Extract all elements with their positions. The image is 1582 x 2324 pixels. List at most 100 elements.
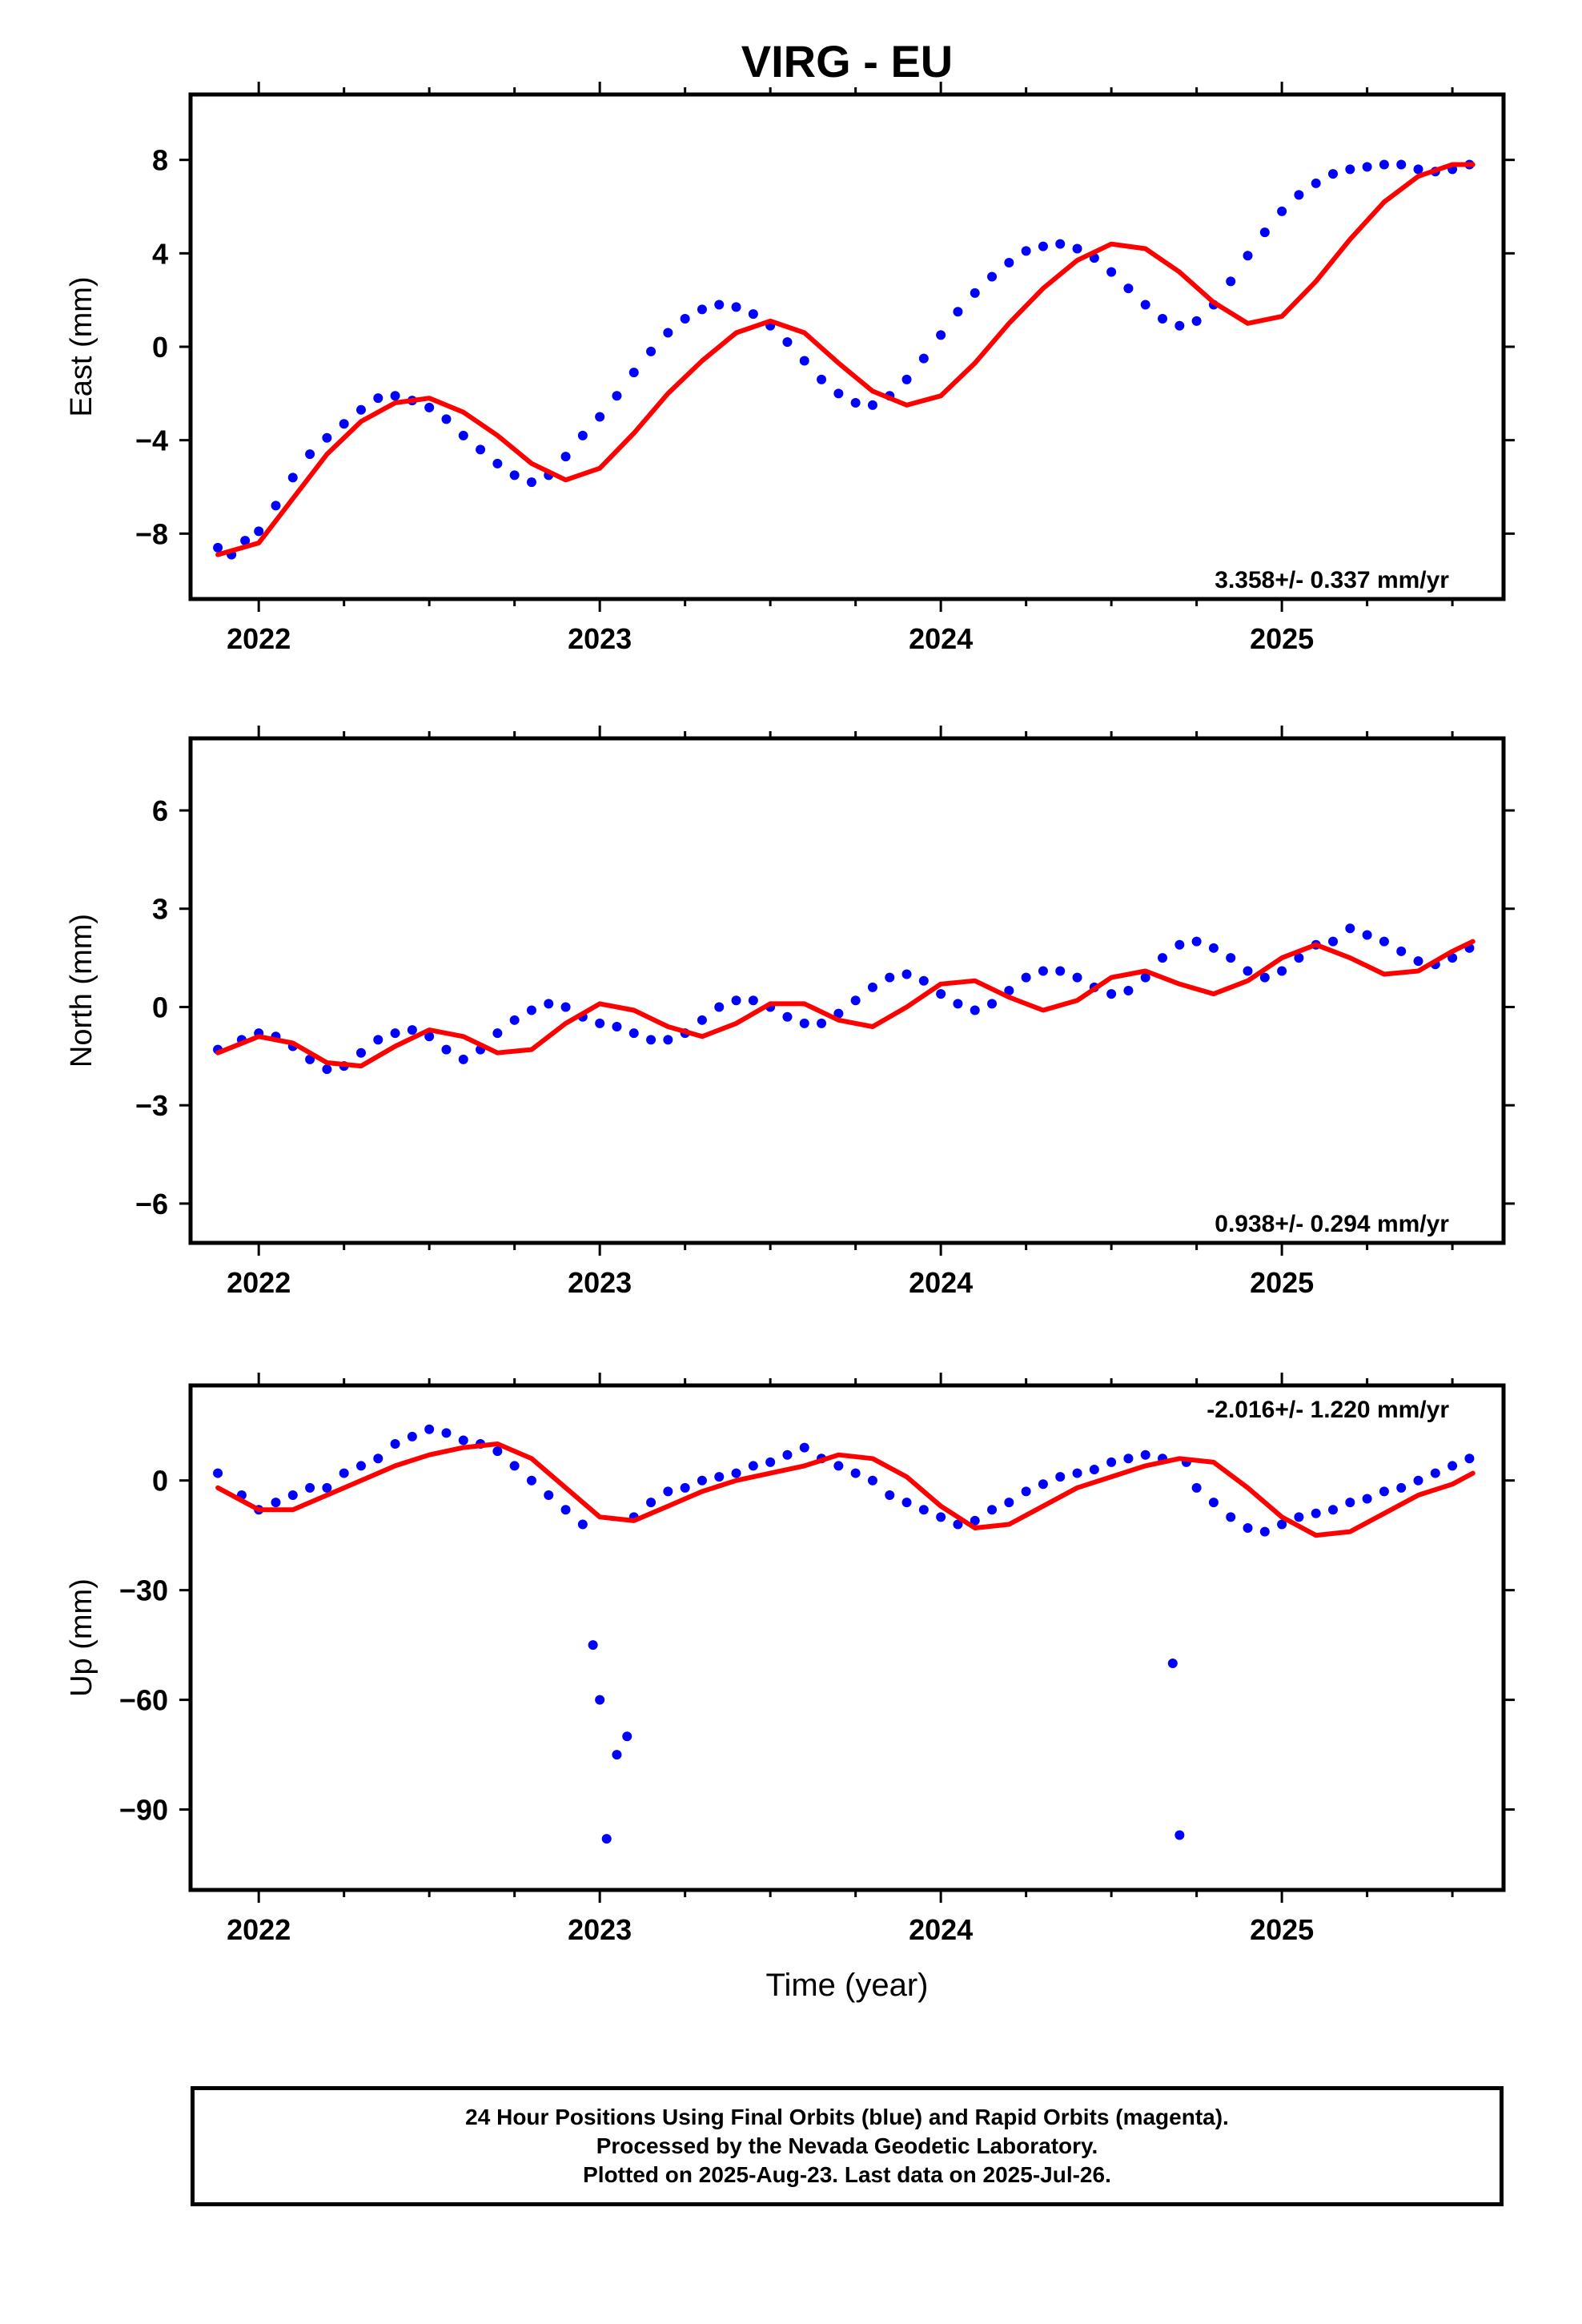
data-point xyxy=(560,1505,571,1515)
data-point xyxy=(663,328,673,338)
data-point xyxy=(833,1008,844,1019)
data-point xyxy=(1038,241,1048,251)
y-tick-label: 3 xyxy=(152,893,168,926)
data-point xyxy=(799,1018,809,1028)
data-point xyxy=(588,1640,598,1651)
data-point xyxy=(1345,164,1355,175)
rate-annotation: 0.938+/- 0.294 mm/yr xyxy=(1215,1211,1449,1237)
data-point xyxy=(287,1490,298,1500)
data-point xyxy=(714,1472,725,1482)
data-point xyxy=(1345,923,1355,934)
data-point xyxy=(646,1498,656,1508)
data-point xyxy=(680,1482,690,1493)
data-point xyxy=(1021,972,1031,983)
data-point xyxy=(595,1018,605,1028)
y-tick-label: 0 xyxy=(152,331,168,364)
data-point xyxy=(595,412,605,422)
data-point xyxy=(1038,966,1048,976)
data-point xyxy=(765,1457,776,1467)
data-point xyxy=(646,346,656,356)
data-point xyxy=(424,1031,435,1042)
data-point xyxy=(782,1011,793,1022)
data-point xyxy=(390,391,400,401)
data-point xyxy=(390,1028,400,1039)
data-point xyxy=(322,1064,332,1075)
y-tick-label: 6 xyxy=(152,794,168,827)
data-point xyxy=(646,1035,656,1045)
x-tick-label: 2024 xyxy=(909,622,973,655)
plot-area xyxy=(213,1424,1476,1844)
data-point xyxy=(833,388,844,399)
data-point xyxy=(1259,227,1270,238)
data-point xyxy=(1226,953,1236,963)
data-point xyxy=(1413,1475,1423,1486)
data-point xyxy=(1174,320,1185,331)
data-point xyxy=(544,1490,554,1500)
y-tick-label: −60 xyxy=(119,1684,168,1717)
data-point xyxy=(1140,972,1150,983)
data-point xyxy=(731,995,741,1006)
y-tick-label: −8 xyxy=(135,517,168,550)
data-point xyxy=(355,1461,366,1471)
data-point xyxy=(373,393,383,404)
data-point xyxy=(663,1035,673,1045)
data-point xyxy=(748,995,758,1006)
data-point xyxy=(622,1731,632,1742)
data-point xyxy=(577,430,588,440)
data-point xyxy=(601,1834,612,1844)
data-point xyxy=(1243,1523,1253,1534)
data-point xyxy=(424,1424,435,1434)
data-point xyxy=(628,368,639,378)
data-point xyxy=(1413,956,1423,967)
data-point xyxy=(1123,986,1134,995)
data-point xyxy=(509,1015,520,1025)
data-point xyxy=(1072,1468,1082,1478)
data-point xyxy=(1396,159,1407,170)
data-point xyxy=(1277,966,1287,976)
data-point xyxy=(526,1475,536,1486)
data-point xyxy=(817,374,827,384)
data-point xyxy=(697,304,707,315)
data-point xyxy=(1158,953,1168,963)
data-point xyxy=(1362,930,1372,940)
data-point xyxy=(612,391,622,401)
data-point xyxy=(901,1498,912,1508)
data-point xyxy=(697,1475,707,1486)
data-point xyxy=(407,1431,417,1441)
data-point xyxy=(390,1439,400,1449)
data-point xyxy=(1072,972,1082,983)
data-point xyxy=(782,337,793,348)
data-point xyxy=(970,1005,980,1015)
data-point xyxy=(1191,936,1202,947)
data-point xyxy=(526,1005,536,1015)
y-tick-label: −3 xyxy=(135,1089,168,1122)
data-point xyxy=(1055,1472,1066,1482)
data-point xyxy=(476,444,486,455)
data-point xyxy=(1362,1494,1372,1504)
data-point xyxy=(1243,966,1253,976)
y-tick-label: 0 xyxy=(152,991,168,1023)
data-point xyxy=(254,526,264,537)
panel-frame xyxy=(188,1383,1506,1892)
data-point xyxy=(1140,1449,1150,1460)
x-tick-label: 2022 xyxy=(227,622,291,655)
data-point xyxy=(577,1519,588,1530)
data-point xyxy=(1328,1505,1339,1515)
x-tick-label: 2022 xyxy=(227,1913,291,1946)
x-tick-label: 2022 xyxy=(227,1266,291,1299)
data-point xyxy=(1140,300,1150,310)
data-point xyxy=(560,452,571,462)
data-point xyxy=(1106,267,1117,277)
data-point xyxy=(509,470,520,480)
data-point xyxy=(492,1028,503,1039)
data-point xyxy=(936,1512,946,1522)
data-point xyxy=(953,1519,963,1530)
data-point xyxy=(918,353,929,364)
x-axis-label: Time (year) xyxy=(766,1968,929,2003)
data-point xyxy=(339,1468,349,1478)
data-point xyxy=(680,314,690,324)
figure-title: VIRG - EU xyxy=(741,36,953,86)
data-point xyxy=(953,999,963,1009)
data-point xyxy=(373,1035,383,1045)
